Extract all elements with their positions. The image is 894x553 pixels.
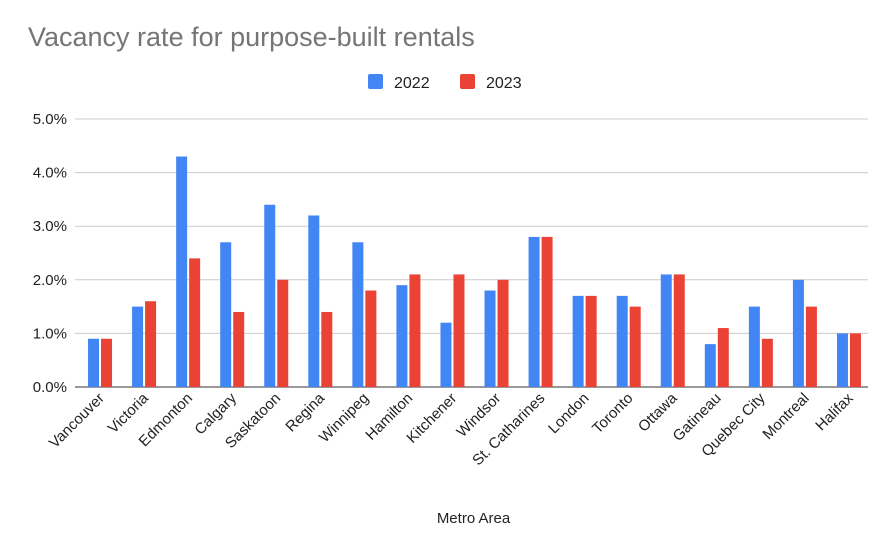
legend-label-2023: 2023 (486, 75, 522, 92)
bar-2022-gatineau (704, 344, 716, 387)
bar-2023-toronto (629, 306, 641, 387)
y-tick-label: 5.0% (33, 111, 67, 128)
bar-2023-vancouver (101, 338, 113, 387)
bar-2023-quebec-city (761, 338, 773, 387)
bar-2022-regina (308, 215, 320, 387)
bar-2023-kitchener (453, 274, 465, 387)
y-tick-label: 4.0% (33, 165, 67, 182)
bar-2023-calgary (233, 311, 245, 387)
bar-2023-montreal (805, 306, 817, 387)
gridlines (75, 118, 868, 388)
bar-2023-ottawa (673, 274, 685, 387)
x-tick-label: Halifax (812, 389, 857, 434)
bar-2022-windsor (484, 290, 496, 387)
bar-2022-halifax (836, 333, 848, 387)
bar-2022-ottawa (660, 274, 672, 387)
x-axis-title: Metro Area (437, 510, 511, 527)
bar-2022-saskatoon (264, 204, 276, 387)
chart-title: Vacancy rate for purpose-built rentals (28, 22, 475, 52)
y-tick-label: 1.0% (33, 325, 67, 342)
legend: 2022 2023 (368, 74, 522, 92)
bar-2023-regina (321, 311, 333, 387)
x-tick-label: Vancouver (46, 390, 108, 452)
y-tick-label: 0.0% (33, 379, 67, 396)
bar-2022-victoria (132, 306, 144, 387)
legend-swatch-2023 (460, 74, 475, 89)
x-tick-label: Toronto (589, 390, 636, 437)
bar-2022-toronto (616, 295, 628, 387)
bar-2022-montreal (792, 279, 804, 387)
bar-2022-edmonton (176, 156, 188, 387)
x-tick-label: Montreal (759, 390, 812, 443)
bar-2023-london (585, 295, 597, 387)
bar-2023-halifax (849, 333, 861, 387)
y-axis-tick-labels: 0.0% 1.0% 2.0% 3.0% 4.0% 5.0% (33, 111, 67, 396)
bar-2022-st-catharines (528, 236, 540, 387)
x-axis-tick-labels: VancouverVictoriaEdmontonCalgarySaskatoo… (46, 389, 857, 469)
bars (88, 156, 861, 387)
bar-2022-hamilton (396, 285, 408, 387)
legend-swatch-2022 (368, 74, 383, 89)
bar-2022-quebec-city (748, 306, 760, 387)
bar-2022-vancouver (88, 338, 100, 387)
y-tick-label: 2.0% (33, 272, 67, 289)
bar-2023-edmonton (189, 258, 201, 387)
bar-2023-windsor (497, 279, 509, 387)
bar-2023-victoria (145, 301, 157, 387)
bar-2022-calgary (220, 242, 232, 387)
y-tick-label: 3.0% (33, 218, 67, 235)
bar-2023-hamilton (409, 274, 421, 387)
bar-2022-london (572, 295, 584, 387)
bar-2023-st-catharines (541, 236, 553, 387)
bar-2023-saskatoon (277, 279, 289, 387)
bar-2022-winnipeg (352, 242, 364, 387)
x-tick-label: London (545, 390, 592, 437)
bar-2022-kitchener (440, 322, 452, 387)
bar-2023-gatineau (717, 328, 729, 387)
bar-2023-winnipeg (365, 290, 377, 387)
legend-label-2022: 2022 (394, 75, 430, 92)
